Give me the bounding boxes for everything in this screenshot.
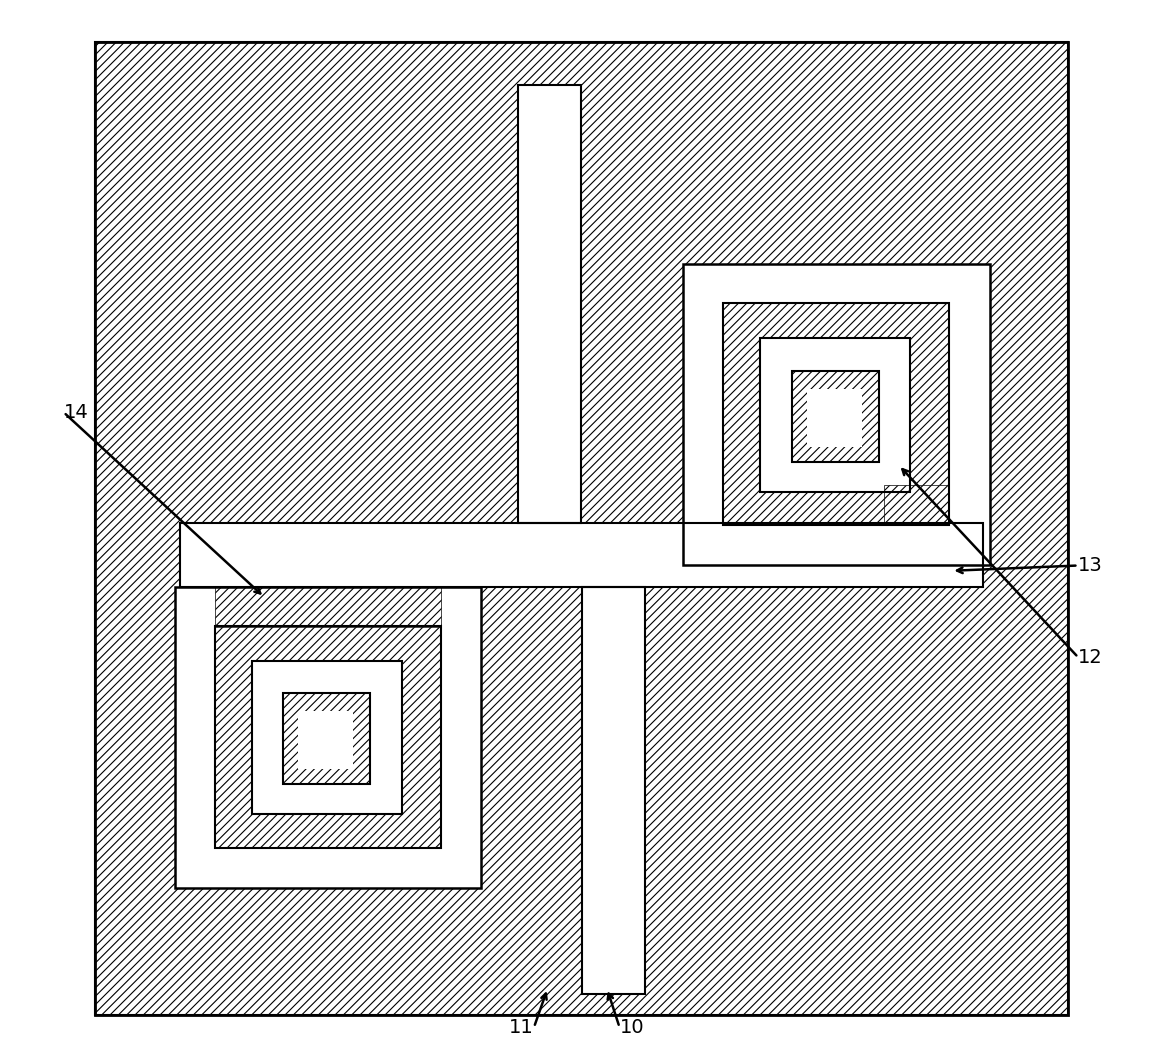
Bar: [298, 711, 354, 769]
Bar: [180, 523, 983, 587]
Bar: [884, 525, 990, 565]
Text: 11: 11: [509, 1018, 534, 1037]
Bar: [215, 626, 441, 848]
Bar: [807, 389, 862, 447]
Bar: [180, 523, 983, 587]
Bar: [683, 264, 722, 304]
Bar: [884, 485, 949, 525]
Bar: [792, 371, 878, 462]
Bar: [761, 338, 911, 492]
Bar: [683, 264, 990, 565]
Text: 12: 12: [1078, 648, 1103, 667]
Bar: [174, 587, 481, 888]
Bar: [723, 303, 949, 525]
Bar: [215, 626, 441, 848]
Text: 10: 10: [620, 1018, 644, 1037]
Bar: [251, 661, 401, 814]
Text: 13: 13: [1078, 556, 1103, 575]
Bar: [792, 371, 878, 462]
Bar: [582, 587, 645, 994]
Bar: [215, 587, 441, 627]
Bar: [174, 587, 280, 627]
Text: 14: 14: [64, 403, 88, 422]
Bar: [442, 849, 481, 888]
Bar: [761, 338, 911, 492]
Bar: [582, 587, 645, 994]
Bar: [174, 587, 481, 888]
Bar: [284, 693, 370, 784]
Bar: [174, 587, 215, 627]
Bar: [518, 85, 582, 523]
Bar: [723, 303, 949, 525]
Bar: [251, 661, 401, 814]
Bar: [884, 525, 949, 565]
Bar: [518, 85, 582, 523]
Bar: [683, 264, 990, 565]
Bar: [284, 693, 370, 784]
